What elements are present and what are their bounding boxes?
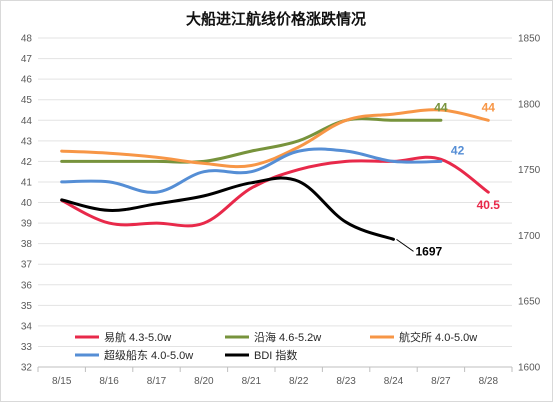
- x-tick-label: 8/23: [336, 376, 356, 387]
- chart-title: 大船进江航线价格涨跌情况: [186, 10, 366, 28]
- y-left-tick-label: 36: [21, 280, 33, 291]
- y-right-tick-label: 1850: [518, 34, 541, 45]
- legend-item-3: 超级船东 4.0-5.0w: [75, 348, 193, 362]
- y-left-tick-label: 46: [21, 75, 33, 86]
- data-label-3: 42: [451, 143, 465, 157]
- legend-label: BDI 指数: [254, 348, 297, 362]
- y-left-tick-label: 48: [21, 34, 33, 45]
- series-line-4: [60, 176, 395, 241]
- y-left-tick-label: 41: [21, 177, 33, 188]
- series-line-2: [60, 108, 490, 169]
- y-left-tick-label: 34: [21, 321, 33, 332]
- y-left-tick-label: 42: [21, 157, 33, 168]
- x-tick-label: 8/24: [384, 376, 404, 387]
- legend-item-2: 航交所 4.0-5.0w: [370, 330, 477, 344]
- y-left-tick-label: 47: [21, 54, 33, 65]
- y-left-tick-label: 44: [21, 116, 33, 127]
- x-tick-label: 8/16: [99, 376, 119, 387]
- series-lines: [60, 108, 490, 241]
- y-right-tick-label: 1750: [518, 165, 541, 176]
- x-tick-label: 8/28: [479, 376, 499, 387]
- y-right-tick-label: 1650: [518, 297, 541, 308]
- series-line-1: [60, 117, 443, 164]
- legend-item-1: 沿海 4.6-5.2w: [225, 330, 321, 344]
- data-label-2: 44: [482, 100, 496, 114]
- data-label-1: 44: [434, 100, 448, 114]
- x-tick-label: 8/21: [242, 376, 262, 387]
- y-right-tick-label: 1700: [518, 231, 541, 242]
- y-left-tick-label: 38: [21, 239, 33, 250]
- x-tick-label: 8/22: [289, 376, 309, 387]
- x-tick-label: 8/17: [147, 376, 167, 387]
- y-left-tick-label: 32: [21, 363, 33, 374]
- y-left-tick-label: 40: [21, 198, 33, 209]
- legend-label: 超级船东 4.0-5.0w: [104, 348, 193, 362]
- gridlines: [38, 37, 512, 368]
- data-label-leader: [396, 238, 414, 252]
- y-right-tick-label: 1800: [518, 99, 541, 110]
- legend-label: 沿海 4.6-5.2w: [254, 330, 321, 344]
- y-left-tick-label: 43: [21, 136, 33, 147]
- y-left-tick-label: 37: [21, 260, 33, 271]
- y-left-tick-label: 33: [21, 342, 33, 353]
- series-line-3: [60, 147, 443, 194]
- legend-label: 易航 4.3-5.0w: [104, 330, 171, 344]
- x-tick-label: 8/27: [431, 376, 451, 387]
- legend: 易航 4.3-5.0w 沿海 4.6-5.2w 航交所 4.0-5.0w 超级船东 4…: [75, 330, 477, 362]
- data-label-4: 1697: [416, 244, 443, 258]
- legend-item-4: BDI 指数: [225, 348, 297, 362]
- legend-label: 航交所 4.0-5.0w: [399, 330, 477, 344]
- y-left-tick-label: 45: [21, 95, 33, 106]
- y-left-tick-label: 35: [21, 301, 33, 312]
- data-labels: 40.5 44 44 42 1697: [396, 100, 501, 258]
- y-left-tick-label: 39: [21, 219, 33, 230]
- series-line-0: [60, 155, 490, 228]
- x-tick-label: 8/15: [52, 376, 72, 387]
- data-label-0: 40.5: [477, 198, 501, 212]
- y-right-tick-label: 1600: [518, 363, 541, 374]
- legend-item-0: 易航 4.3-5.0w: [75, 330, 171, 344]
- x-tick-label: 8/20: [194, 376, 214, 387]
- axes: 32 33 34 35 36 37 38 39 40 41 42 43 44 45 46 47 48 1600 16…: [21, 34, 541, 388]
